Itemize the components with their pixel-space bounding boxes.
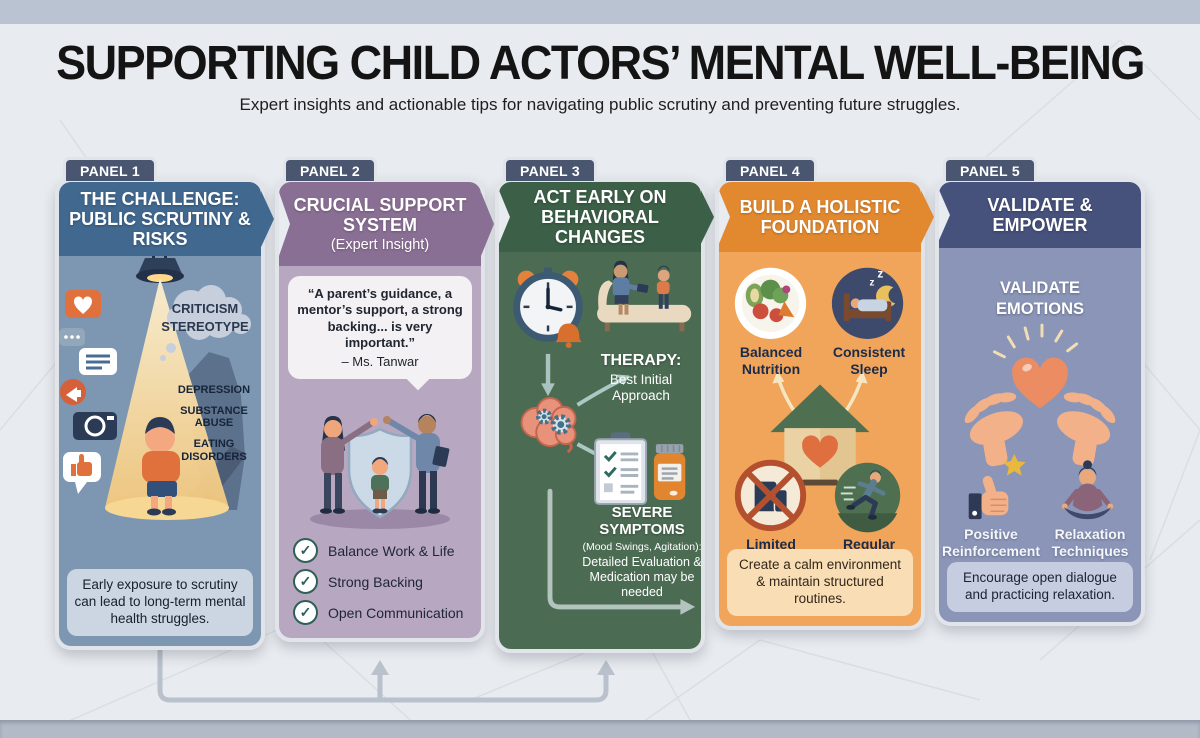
panel-4-callout: Create a calm environment & maintain str… bbox=[727, 549, 913, 616]
therapy-note: THERAPY: Best Initial Approach bbox=[600, 352, 682, 404]
positive-reinforcement-label: Positive Reinforcement bbox=[941, 526, 1041, 559]
megaphone-icon bbox=[60, 379, 86, 405]
panel-3-title: ACT EARLY ON BEHAVIORAL CHANGES bbox=[533, 186, 667, 248]
svg-text:z: z bbox=[877, 267, 883, 281]
camera-icon bbox=[73, 412, 117, 440]
running-person-icon bbox=[834, 462, 901, 533]
sleep-bed-icon: z z bbox=[831, 267, 904, 339]
panel-1-header: THE CHALLENGE: PUBLIC SCRUTINY & RISKS bbox=[59, 182, 261, 256]
panel-1-title: THE CHALLENGE: PUBLIC SCRUTINY & RISKS bbox=[69, 188, 251, 250]
support-checklist: ✓ Balance Work & Life ✓ Strong Backing ✓… bbox=[293, 535, 467, 628]
checkmark-icon: ✓ bbox=[293, 569, 318, 594]
panel-1: PANEL 1 THE CHALLENGE: PUBLIC SCRUTINY &… bbox=[55, 157, 265, 650]
panel-1-callout: Early exposure to scrutiny can lead to l… bbox=[67, 569, 253, 636]
panel-3-tab: PANEL 3 bbox=[503, 157, 597, 181]
chat-lines-icon bbox=[79, 348, 117, 375]
panel-1-tab: PANEL 1 bbox=[63, 157, 157, 181]
panel-4-header: BUILD A HOLISTIC FOUNDATION bbox=[719, 182, 921, 252]
risk-item: SUBSTANCE ABUSE bbox=[180, 404, 248, 430]
thumbs-up-star-icon bbox=[968, 453, 1026, 520]
medication-bottle-icon bbox=[653, 444, 686, 501]
relaxation-label: Relaxation Techniques bbox=[1051, 526, 1129, 559]
thought-cloud bbox=[160, 285, 251, 361]
risk-item: DEPRESSION bbox=[177, 384, 251, 396]
family-with-shield-icon bbox=[310, 414, 450, 529]
thumbs-up-icon bbox=[63, 452, 101, 494]
page-title: SUPPORTING CHILD ACTORS’ MENTAL WELL-BEI… bbox=[56, 34, 1145, 91]
panel-2: PANEL 2 CRUCIAL SUPPORT SYSTEM (Expert I… bbox=[275, 157, 485, 642]
alarm-clock-icon bbox=[513, 267, 583, 349]
nutrition-plate-icon bbox=[734, 267, 807, 339]
child-in-spotlight-icon bbox=[142, 417, 180, 516]
quote-text: “A parent’s guidance, a mentor’s support… bbox=[297, 286, 463, 350]
evaluation-checklist-icon bbox=[594, 432, 648, 505]
panel-3-body: THERAPY: Best Initial Approach SEVERE SY… bbox=[499, 252, 701, 649]
validate-emotions-heading: VALIDATE EMOTIONS bbox=[995, 279, 1084, 318]
bottom-band bbox=[0, 720, 1200, 738]
panel-4: PANEL 4 BUILD A HOLISTIC FOUNDATION bbox=[715, 157, 925, 630]
panel-4-body: z z bbox=[719, 252, 921, 626]
brain-gears-icon bbox=[520, 397, 577, 454]
therapy-session-icon bbox=[597, 260, 692, 332]
expert-quote-bubble: “A parent’s guidance, a mentor’s support… bbox=[288, 276, 472, 379]
panel-4-tab: PANEL 4 bbox=[723, 157, 817, 181]
act-early-illustration bbox=[513, 260, 696, 615]
panel-3: PANEL 3 ACT EARLY ON BEHAVIORAL CHANGES bbox=[495, 157, 705, 653]
chat-dots-icon bbox=[59, 328, 85, 346]
severe-symptoms-note: SEVERE SYMPTOMS (Mood Swings, Agitation)… bbox=[582, 504, 701, 599]
flow-arrow-icon bbox=[547, 488, 696, 615]
page-subtitle: Expert insights and actionable tips for … bbox=[239, 95, 961, 114]
no-screens-icon bbox=[734, 459, 807, 532]
hands-holding-heart-icon bbox=[964, 323, 1116, 467]
panel-5-callout: Encourage open dialogue and practicing r… bbox=[947, 562, 1133, 612]
checklist-item: ✓ Balance Work & Life bbox=[293, 535, 467, 566]
top-band bbox=[0, 0, 1200, 24]
like-heart-icon bbox=[65, 290, 101, 318]
panel-5-body: VALIDATE EMOTIONS Positive Reinforcement… bbox=[939, 248, 1141, 622]
panel-5: PANEL 5 VALIDATE & EMPOWER bbox=[935, 157, 1145, 626]
panel-1-body: CRITICISM STEREOTYPE DEPRESSION SUBSTANC… bbox=[59, 256, 261, 646]
cloud-word: STEREOTYPE bbox=[161, 318, 249, 334]
panel-2-header: CRUCIAL SUPPORT SYSTEM (Expert Insight) bbox=[279, 182, 481, 266]
panel-2-subtitle: (Expert Insight) bbox=[330, 237, 430, 254]
panel-2-body: “A parent’s guidance, a mentor’s support… bbox=[279, 266, 481, 638]
panel-5-header: VALIDATE & EMPOWER bbox=[939, 182, 1141, 248]
panel-2-title: CRUCIAL SUPPORT SYSTEM bbox=[293, 194, 467, 235]
panels-row: PANEL 1 THE CHALLENGE: PUBLIC SCRUTINY &… bbox=[55, 157, 1145, 653]
checkmark-icon: ✓ bbox=[293, 538, 318, 563]
nutrition-label: Balanced Nutrition bbox=[739, 344, 803, 377]
panel-5-title: VALIDATE & EMPOWER bbox=[987, 194, 1093, 235]
panel-5-tab: PANEL 5 bbox=[943, 157, 1037, 181]
checklist-item: ✓ Strong Backing bbox=[293, 566, 467, 597]
cloud-word: CRITICISM bbox=[171, 301, 239, 316]
meditating-person-icon bbox=[1061, 460, 1114, 520]
panel-4-title: BUILD A HOLISTIC FOUNDATION bbox=[739, 196, 901, 237]
panel-2-tab: PANEL 2 bbox=[283, 157, 377, 181]
page-header: SUPPORTING CHILD ACTORS’ MENTAL WELL-BEI… bbox=[0, 34, 1200, 115]
quote-attribution: – Ms. Tanwar bbox=[341, 354, 419, 369]
cloud-words: CRITICISM STEREOTYPE bbox=[153, 300, 257, 335]
svg-text:z: z bbox=[870, 278, 875, 289]
panel-3-header: ACT EARLY ON BEHAVIORAL CHANGES bbox=[499, 182, 701, 252]
public-scrutiny-illustration bbox=[59, 256, 251, 520]
sleep-label: Consistent Sleep bbox=[832, 344, 906, 377]
risk-list: DEPRESSION SUBSTANCE ABUSE EATING DISORD… bbox=[169, 384, 259, 471]
checklist-item: ✓ Open Communication bbox=[293, 597, 467, 628]
risk-item: EATING DISORDERS bbox=[181, 437, 247, 463]
checkmark-icon: ✓ bbox=[293, 600, 318, 625]
holistic-foundation-illustration: z z bbox=[734, 267, 904, 533]
